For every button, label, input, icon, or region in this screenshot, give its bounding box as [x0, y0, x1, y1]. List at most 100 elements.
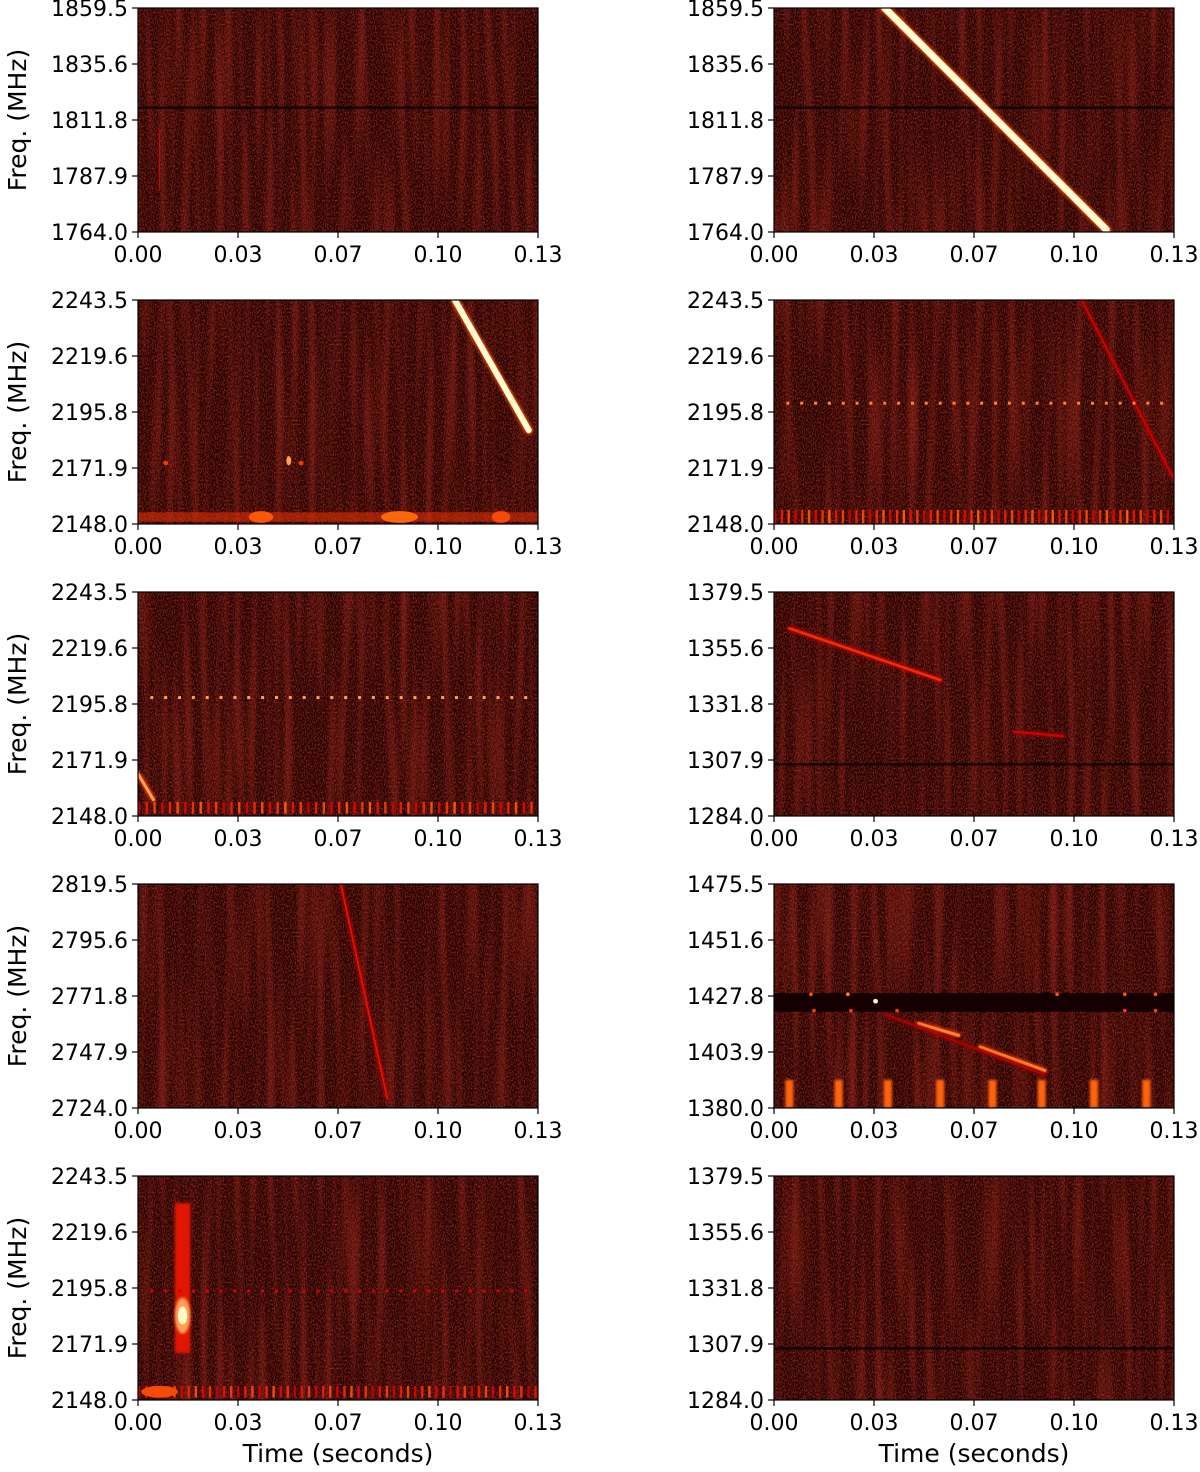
frb-sweep: [1011, 729, 1066, 739]
y-tick-label: 1331.8: [687, 693, 764, 718]
x-tick-label: 0.03: [850, 827, 899, 852]
y-tick-label: 1451.6: [687, 929, 764, 954]
rfi-comb: [138, 801, 533, 814]
rfi-dotted-line: [150, 1289, 528, 1293]
frb-sweep: [882, 1012, 1047, 1078]
spectrogram-area: [774, 884, 1174, 1108]
x-tick-label: 0.00: [750, 243, 799, 268]
x-tick-label: 0.10: [1050, 827, 1099, 852]
x-tick-label: 0.13: [1150, 1411, 1199, 1436]
x-tick-label: 0.03: [214, 1119, 263, 1144]
spectrogram-area: [774, 300, 1174, 524]
spectrogram-area: [138, 884, 538, 1108]
x-tick-label: 0.10: [414, 827, 463, 852]
x-tick-label: 0.03: [214, 1411, 263, 1436]
y-tick-label: 2243.5: [687, 289, 764, 314]
x-tick-label: 0.07: [314, 1119, 363, 1144]
y-tick-label: 2148.0: [51, 805, 128, 830]
x-tick-label: 0.13: [514, 1119, 563, 1144]
y-tick-label: 2171.9: [51, 1333, 128, 1358]
rfi-spot: [163, 460, 169, 466]
x-tick-label: 0.10: [414, 1411, 463, 1436]
x-tick-label: 0.10: [414, 1119, 463, 1144]
y-tick-label: 2795.6: [51, 929, 128, 954]
y-tick-label: 1835.6: [51, 53, 128, 78]
x-tick-label: 0.07: [950, 1411, 999, 1436]
y-tick-label: 2747.9: [51, 1041, 128, 1066]
frb-sweep: [138, 770, 157, 803]
x-tick-label: 0.00: [114, 1119, 163, 1144]
x-tick-label: 0.00: [114, 243, 163, 268]
y-tick-label: 1811.8: [51, 109, 128, 134]
spectrogram-noise: [138, 8, 538, 232]
y-tick-label: 2771.8: [51, 985, 128, 1010]
y-tick-label: 2148.0: [51, 513, 128, 538]
x-tick-label: 0.00: [114, 827, 163, 852]
panel-row2-left: 0.00 0.03 0.07 0.10 0.13 2243.5 2219.6 2195.8 21…: [3, 289, 562, 560]
x-tick-label: 0.03: [214, 827, 263, 852]
rfi-spot: [381, 511, 418, 523]
y-tick-label: 2724.0: [51, 1097, 128, 1122]
spectrogram-noise: [774, 300, 1174, 524]
frb-sweep: [879, 8, 1112, 232]
frb-sweep: [450, 300, 534, 435]
rfi-pulses: [785, 1079, 1151, 1108]
x-axis-label: Time (seconds): [242, 1439, 434, 1468]
y-tick-label: 1284.0: [687, 805, 764, 830]
panel-row4-right: 0.00 0.03 0.07 0.10 0.13 1475.5 1451.6 1427.8 14…: [687, 873, 1198, 1144]
y-tick-label: 1307.9: [687, 749, 764, 774]
y-tick-label: 2148.0: [687, 513, 764, 538]
y-tick-label: 2171.9: [687, 457, 764, 482]
rfi-dotted-line: [150, 696, 528, 700]
y-tick-label: 2171.9: [51, 457, 128, 482]
y-tick-label: 1859.5: [51, 0, 128, 22]
spectrogram-area: [138, 300, 538, 524]
panel-grid: 0.00 0.03 0.07 0.10 0.13 1859.5 1835.6 1811.8 17…: [3, 0, 1198, 1468]
x-tick-label: 0.03: [850, 1119, 899, 1144]
rfi-dotted-line: [786, 401, 1164, 405]
x-tick-label: 0.03: [214, 243, 263, 268]
y-tick-label: 1764.0: [51, 221, 128, 246]
rfi-spot: [1153, 1008, 1158, 1013]
y-tick-label: 1403.9: [687, 1041, 764, 1066]
x-tick-label: 0.07: [314, 243, 363, 268]
x-tick-label: 0.00: [750, 1411, 799, 1436]
spectrogram-noise: [138, 884, 538, 1108]
y-axis-label: Freq. (MHz): [3, 633, 32, 775]
rfi-spot: [809, 992, 813, 997]
rfi-spot: [248, 511, 274, 523]
x-tick-label: 0.00: [750, 1119, 799, 1144]
panel-row3-left: 0.00 0.03 0.07 0.10 0.13 2243.5 2219.6 2195.8 21…: [3, 581, 562, 852]
spectrogram-noise: [138, 1176, 538, 1400]
x-tick-label: 0.13: [1150, 535, 1199, 560]
y-tick-label: 2195.8: [687, 401, 764, 426]
x-tick-label: 0.13: [514, 535, 563, 560]
y-tick-label: 2195.8: [51, 1277, 128, 1302]
rfi-spot: [849, 1008, 853, 1013]
x-tick-label: 0.00: [114, 535, 163, 560]
rfi-spot: [812, 1008, 816, 1013]
y-axis-label: Freq. (MHz): [3, 925, 32, 1067]
panel-row3-right: 0.00 0.03 0.07 0.10 0.13 1379.5 1355.6 1331.8 13…: [687, 581, 1198, 852]
y-tick-label: 1764.0: [687, 221, 764, 246]
y-tick-label: 1859.5: [687, 0, 764, 22]
spectrogram-noise: [774, 8, 1174, 232]
x-tick-label: 0.13: [514, 1411, 563, 1436]
y-tick-label: 1379.5: [687, 581, 764, 606]
y-tick-label: 1379.5: [687, 1165, 764, 1190]
frb-sweep: [338, 884, 390, 1101]
y-tick-label: 1355.6: [687, 1221, 764, 1246]
x-tick-label: 0.10: [414, 243, 463, 268]
x-tick-label: 0.00: [750, 535, 799, 560]
y-axis-label: Freq. (MHz): [3, 341, 32, 483]
y-tick-label: 1475.5: [687, 873, 764, 898]
x-tick-label: 0.03: [214, 535, 263, 560]
x-tick-label: 0.07: [314, 1411, 363, 1436]
rfi-spot: [846, 992, 850, 997]
x-tick-label: 0.13: [514, 827, 563, 852]
rfi-spot: [286, 455, 292, 466]
x-tick-label: 0.10: [1050, 1411, 1099, 1436]
y-tick-label: 2243.5: [51, 581, 128, 606]
x-tick-label: 0.07: [314, 535, 363, 560]
frb-burst: [174, 1202, 191, 1354]
